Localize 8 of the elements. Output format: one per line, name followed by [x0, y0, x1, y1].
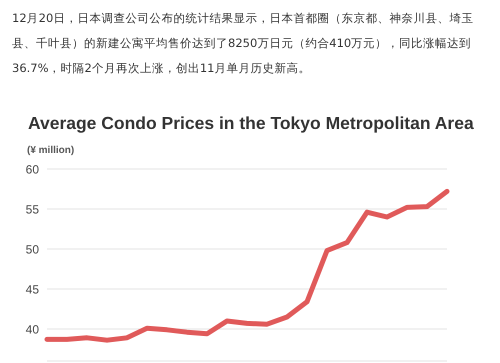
- y-tick-label: 60: [26, 162, 40, 176]
- text: 12月20日，日本调查公司公布的统计结果显示，日本首都圈（东京都、神奈川县、埼玉县、千叶县）的新建公寓平均售价达到了8250万日元（约合410万元），同比涨幅达到36.7%，时隔2个月再次上涨，创出11月单月历史新高。: [12, 10, 474, 77]
- chart-title: Average Condo Prices in the Tokyo Metropolitan Area: [28, 113, 474, 134]
- y-axis-title: (¥ million): [27, 145, 74, 156]
- y-tick-label: 40: [26, 322, 40, 336]
- y-tick-label: 55: [26, 202, 40, 216]
- y-tick-label: 45: [26, 282, 40, 296]
- y-tick-label: 50: [26, 242, 40, 256]
